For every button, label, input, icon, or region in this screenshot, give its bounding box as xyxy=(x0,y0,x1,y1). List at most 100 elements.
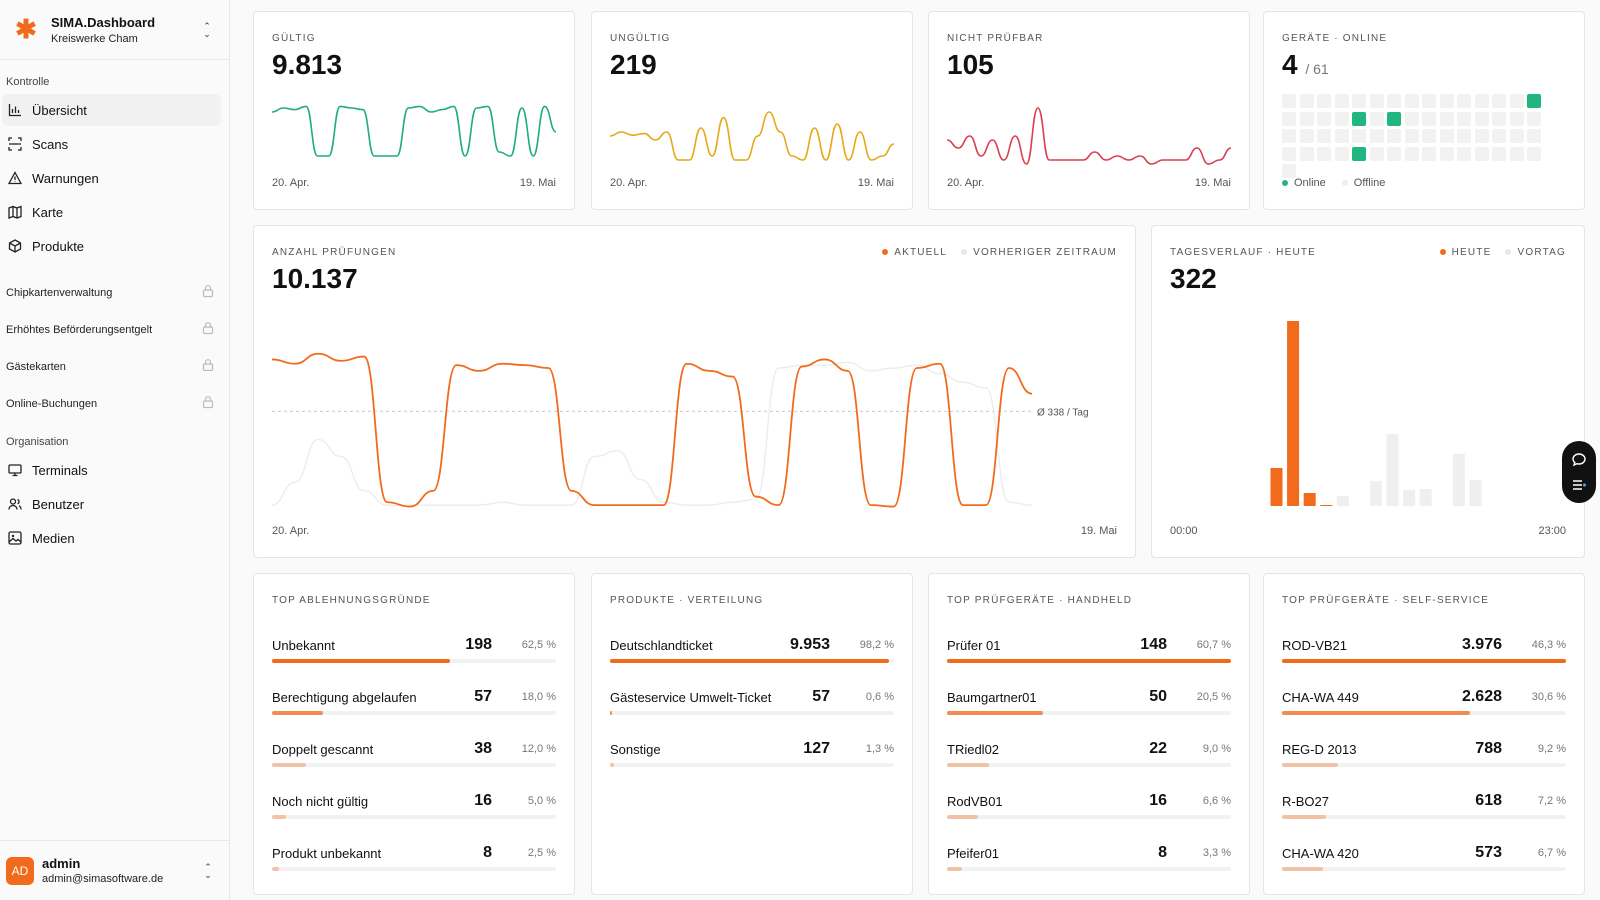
bar-heute-9 xyxy=(1320,505,1333,506)
sidebar-item-ubersicht[interactable]: Übersicht xyxy=(2,94,221,126)
sidebar-item-scans[interactable]: Scans xyxy=(2,128,221,160)
device-cell-offline xyxy=(1334,146,1349,161)
progress-bar xyxy=(610,659,889,663)
item-name: ROD-VB21 xyxy=(1282,638,1348,653)
device-cell-offline xyxy=(1457,129,1471,143)
list-item[interactable]: Unbekannt 198 62,5 % xyxy=(272,632,556,684)
bar-vortag-10 xyxy=(1336,496,1349,506)
device-cell-offline xyxy=(1282,146,1296,161)
list-item[interactable]: Berechtigung abgelaufen 57 18,0 % xyxy=(272,684,556,736)
list-item[interactable]: Noch nicht gültig 16 5,0 % xyxy=(272,788,556,840)
card-label: Nicht prüfbar xyxy=(947,33,1044,44)
item-value: 9.953 xyxy=(789,636,830,653)
sidebar-item-benutzer[interactable]: Benutzer xyxy=(2,488,221,520)
progress-bar xyxy=(947,711,1043,715)
kpi-card-ungultig: Ungültig 219 20. Apr. 19. Mai xyxy=(591,11,913,210)
item-percent: 1,3 % xyxy=(865,743,894,755)
chat-icon[interactable] xyxy=(1571,452,1587,468)
progress-track xyxy=(1282,763,1566,767)
progress-track xyxy=(610,659,894,663)
item-name: Sonstige xyxy=(610,742,661,757)
card-label: Tagesverlauf · Heute xyxy=(1170,247,1317,258)
list-item[interactable]: Prüfer 01 148 60,7 % xyxy=(947,632,1231,684)
list-item[interactable]: Sonstige 127 1,3 % xyxy=(610,736,894,788)
sidebar-item-produkte[interactable]: Produkte xyxy=(2,230,221,262)
kpi-card-nicht-prufbar: Nicht prüfbar 105 20. Apr. 19. Mai xyxy=(928,11,1250,210)
sidebar-item-gastekarten[interactable]: Gästekarten xyxy=(0,348,229,385)
sidebar-item-label: Warnungen xyxy=(32,170,99,186)
item-value: 57 xyxy=(474,688,492,705)
sidebar-item-label: Terminals xyxy=(32,462,88,478)
list-item[interactable]: Deutschlandticket 9.953 98,2 % xyxy=(610,632,894,684)
list-item[interactable]: RodVB01 16 6,6 % xyxy=(947,788,1231,840)
sidebar-item-label: Karte xyxy=(32,204,64,220)
list-item[interactable]: TRiedl02 22 9,0 % xyxy=(947,736,1231,788)
progress-track xyxy=(272,659,556,663)
sidebar-item-label: Benutzer xyxy=(32,496,85,512)
list-item[interactable]: CHA-WA 449 2.628 30,6 % xyxy=(1282,684,1566,736)
asterisk-logo-icon: ✱ xyxy=(15,14,37,44)
offline-dot-icon xyxy=(1341,180,1348,187)
sidebar-item-terminals[interactable]: Terminals xyxy=(2,454,221,486)
progress-bar xyxy=(610,711,612,715)
progress-bar xyxy=(947,659,1231,663)
progress-track xyxy=(1282,659,1566,663)
x-axis-end: 23:00 xyxy=(1538,525,1566,537)
device-cell-offline xyxy=(1457,94,1471,108)
list-card-top-ablehnungsgrunde: Top Ablehnungsgründe Unbekannt 198 62,5 … xyxy=(253,573,575,895)
device-cell-offline xyxy=(1317,129,1331,143)
sidebar-item-erhohtes-beforderungsentgelt[interactable]: Erhöhtes Beförderungsentgelt xyxy=(0,311,229,348)
list-item[interactable]: Gästeservice Umwelt-Ticket 57 0,6 % xyxy=(610,684,894,736)
device-cell-offline xyxy=(1387,146,1401,161)
item-percent: 20,5 % xyxy=(1196,691,1231,703)
progress-bar xyxy=(1282,711,1470,715)
device-cell-offline xyxy=(1334,111,1349,126)
item-percent: 0,6 % xyxy=(865,691,894,703)
x-axis-start: 20. Apr. xyxy=(272,525,310,537)
map-icon xyxy=(6,203,24,221)
list-item[interactable]: R-BO27 618 7,2 % xyxy=(1282,788,1566,840)
progress-track xyxy=(1282,711,1566,715)
item-percent: 3,3 % xyxy=(1202,847,1231,859)
list-item[interactable]: CHA-WA 420 573 6,7 % xyxy=(1282,840,1566,892)
list-item[interactable]: Doppelt gescannt 38 12,0 % xyxy=(272,736,556,788)
list-item[interactable]: ROD-VB21 3.976 46,3 % xyxy=(1282,632,1566,684)
device-cell-offline xyxy=(1387,129,1401,143)
sidebar-item-chipkartenverwaltung[interactable]: Chipkartenverwaltung xyxy=(0,274,229,311)
item-percent: 2,5 % xyxy=(527,847,556,859)
bar-heute-8 xyxy=(1303,493,1316,506)
device-cell-offline xyxy=(1317,94,1331,108)
list-item[interactable]: REG-D 2013 788 9,2 % xyxy=(1282,736,1566,788)
list-item[interactable]: Baumgartner01 50 20,5 % xyxy=(947,684,1231,736)
item-name: REG-D 2013 xyxy=(1282,742,1357,757)
sidebar-item-online-buchungen[interactable]: Online-Buchungen xyxy=(0,385,229,422)
progress-bar xyxy=(272,763,307,767)
sidebar-item-warnungen[interactable]: Warnungen xyxy=(2,162,221,194)
workspace-switcher[interactable]: ✱ SIMA.Dashboard Kreiswerke Cham ⌃ ⌄ xyxy=(0,0,229,60)
series-line-vorheriger-zeitraum xyxy=(272,361,1033,506)
device-cell-offline xyxy=(1474,146,1489,161)
device-cell-offline xyxy=(1509,146,1524,161)
progress-track xyxy=(272,815,556,819)
sidebar-item-label: Erhöhtes Beförderungsentgelt xyxy=(6,323,153,336)
image-icon xyxy=(6,529,24,547)
device-cell-offline xyxy=(1334,129,1349,143)
lock-icon xyxy=(201,395,215,412)
legend: Heute Vortag xyxy=(1439,247,1566,258)
item-value: 50 xyxy=(1149,688,1167,705)
support-widget[interactable] xyxy=(1562,441,1596,503)
device-cell-offline xyxy=(1299,146,1314,161)
device-cell-offline xyxy=(1509,111,1524,126)
sidebar-item-karte[interactable]: Karte xyxy=(2,196,221,228)
sidebar-item-medien[interactable]: Medien xyxy=(2,522,221,554)
legend-yesterday: Vortag xyxy=(1505,247,1566,258)
device-cell-offline xyxy=(1422,146,1436,161)
user-menu[interactable]: AD admin admin@simasoftware.de ⌃ ⌄ xyxy=(0,840,230,900)
list-item[interactable]: Produkt unbekannt 8 2,5 % xyxy=(272,840,556,892)
list-item[interactable]: Pfeifer01 8 3,3 % xyxy=(947,840,1231,892)
device-cell-offline xyxy=(1299,94,1314,108)
tagesverlauf-card: Tagesverlauf · Heute 322 Heute Vortag 00… xyxy=(1151,225,1585,558)
kpi-value: 219 xyxy=(610,49,657,80)
progress-bar xyxy=(1282,815,1327,819)
list-icon[interactable] xyxy=(1571,477,1587,493)
